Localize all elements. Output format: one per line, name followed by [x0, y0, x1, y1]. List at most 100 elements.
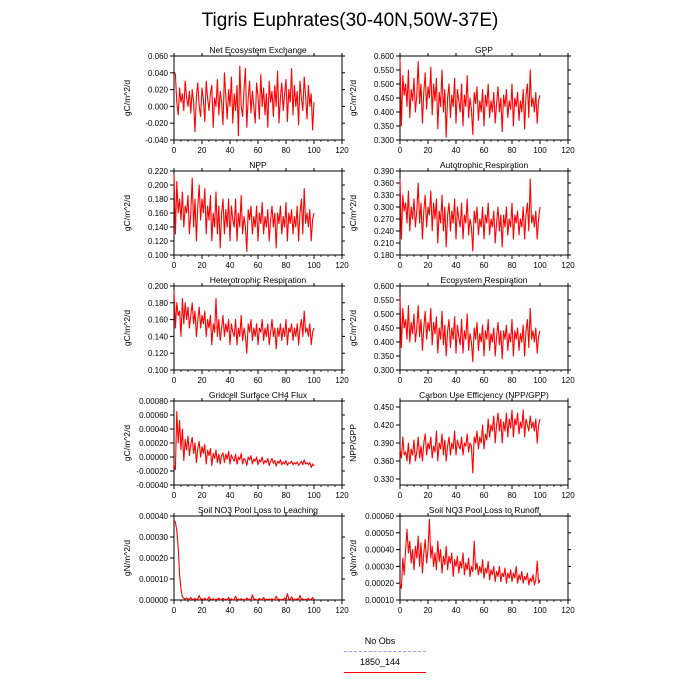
y-tick-label: 0.00030: [139, 533, 168, 542]
series-line: [399, 58, 541, 138]
x-tick-label: 20: [198, 491, 207, 500]
plot-frame: [399, 515, 569, 601]
figure-title: Tigris Euphrates(30-40N,50W-37E): [201, 10, 499, 31]
x-tick-label: 40: [226, 146, 235, 155]
y-tick-label: 0.100: [148, 251, 169, 260]
y-tick-label: -0.040: [145, 136, 168, 145]
x-tick-label: 100: [533, 146, 547, 155]
x-tick-label: 60: [480, 146, 489, 155]
panel-title: Carbon Use Efficiency (NPP/GPP): [419, 390, 549, 400]
y-tick-label: 0.600: [374, 52, 395, 61]
x-tick-label: 0: [398, 146, 403, 155]
x-tick-label: 80: [508, 376, 517, 385]
y-tick-label: -0.00020: [136, 467, 168, 476]
x-tick-label: 100: [533, 491, 547, 500]
y-axis-label: gC/m^2/d: [348, 80, 358, 116]
series-line: [399, 178, 541, 252]
x-tick-label: 100: [533, 606, 547, 615]
x-tick-label: 40: [452, 376, 461, 385]
legend-label-no-obs: No Obs: [364, 636, 396, 646]
x-tick-label: 60: [480, 491, 489, 500]
x-tick-label: 40: [226, 376, 235, 385]
plot-frame: [399, 55, 569, 141]
series-line: [173, 290, 315, 354]
y-tick-label: 0.000: [148, 102, 169, 111]
chart-panel-8: Soil NO3 Pool Loss to Leaching 0 20 40 60 80 1…: [122, 505, 349, 615]
legend-line-1850-144: [344, 672, 426, 673]
y-tick-label: 0.160: [148, 316, 169, 325]
panel-title: Soil NO3 Pool Loss to Runoff: [429, 505, 540, 515]
x-tick-label: 40: [452, 491, 461, 500]
panel-title: Ecosystem Respiration: [441, 275, 528, 285]
x-tick-label: 80: [282, 261, 291, 270]
y-tick-label: 0.330: [374, 191, 395, 200]
y-tick-label: 0.180: [374, 251, 395, 260]
y-axis-label: gC/m^2/d: [122, 425, 132, 461]
y-tick-label: 0.200: [148, 282, 169, 291]
x-tick-label: 120: [561, 146, 575, 155]
y-tick-label: 0.450: [374, 94, 395, 103]
y-tick-label: 0.00000: [139, 596, 168, 605]
y-axis-label: gC/m^2/d: [348, 195, 358, 231]
x-tick-label: 80: [282, 146, 291, 155]
x-tick-label: 80: [508, 261, 517, 270]
y-tick-label: 0.300: [374, 136, 395, 145]
y-tick-label: 0.360: [374, 179, 395, 188]
y-axis-label: gN/m^2/d: [122, 540, 132, 576]
y-tick-label: 0.220: [148, 167, 169, 176]
y-axis-label: gC/m^2/d: [122, 80, 132, 116]
x-tick-label: 100: [533, 261, 547, 270]
chart-panel-2: NPP 0 20 40 60 80 100 120 0.100 0.120 0.140 0.160 0.…: [122, 160, 349, 270]
panel-title: GPP: [475, 45, 493, 55]
x-tick-label: 0: [172, 376, 177, 385]
y-tick-label: 0.00020: [139, 439, 168, 448]
x-tick-label: 0: [172, 261, 177, 270]
x-tick-label: 40: [452, 261, 461, 270]
y-tick-label: 0.00010: [139, 575, 168, 584]
x-tick-label: 20: [424, 261, 433, 270]
chart-panel-5: Ecosystem Respiration 0 20 40 60 80 100 120 0.30…: [348, 275, 575, 385]
chart-panel-6: Gridcell Surface CH4 Flux 0 20 40 60 80 100 120…: [122, 390, 349, 500]
y-tick-label: 0.420: [374, 421, 395, 430]
series-line: [399, 297, 541, 363]
panel-title: Soil NO3 Pool Loss to Leaching: [198, 505, 318, 515]
y-tick-label: 0.390: [374, 167, 395, 176]
y-tick-label: 0.300: [374, 203, 395, 212]
x-tick-label: 80: [508, 146, 517, 155]
x-tick-label: 40: [226, 606, 235, 615]
y-tick-label: 0.00020: [139, 554, 168, 563]
y-tick-label: 0.270: [374, 215, 395, 224]
x-tick-label: 120: [335, 606, 349, 615]
y-tick-label: 0.120: [148, 349, 169, 358]
y-axis-label: NPP/GPP: [348, 424, 358, 462]
y-tick-label: 0.00030: [365, 562, 394, 571]
y-tick-label: 0.450: [374, 403, 395, 412]
x-tick-label: 80: [282, 491, 291, 500]
y-tick-label: 0.060: [148, 52, 169, 61]
series-line: [399, 518, 541, 589]
x-tick-label: 20: [198, 261, 207, 270]
plot-frame: [173, 285, 343, 371]
x-tick-label: 20: [424, 376, 433, 385]
y-tick-label: 0.020: [148, 86, 169, 95]
x-tick-label: 0: [398, 606, 403, 615]
x-tick-label: 80: [508, 606, 517, 615]
y-tick-label: 0.00040: [139, 425, 168, 434]
panel-title: Gridcell Surface CH4 Flux: [209, 390, 308, 400]
y-tick-label: 0.210: [374, 239, 395, 248]
x-tick-label: 0: [398, 491, 403, 500]
y-tick-label: 0.240: [374, 227, 395, 236]
x-tick-label: 120: [335, 261, 349, 270]
y-tick-label: 0.00060: [139, 411, 168, 420]
chart-panel-0: Net Ecosystem Exchange 0 20 40 60 80 100 120 -0.…: [122, 45, 349, 155]
chart-panel-3: Autotrophic Respiration 0 20 40 60 80 100 120 0.…: [348, 160, 575, 270]
x-tick-label: 120: [561, 261, 575, 270]
y-tick-label: 0.390: [374, 439, 395, 448]
x-tick-label: 120: [335, 491, 349, 500]
x-tick-label: 20: [424, 146, 433, 155]
x-tick-label: 60: [480, 606, 489, 615]
x-tick-label: 60: [254, 491, 263, 500]
x-tick-label: 100: [307, 146, 321, 155]
y-tick-label: 0.500: [374, 310, 395, 319]
